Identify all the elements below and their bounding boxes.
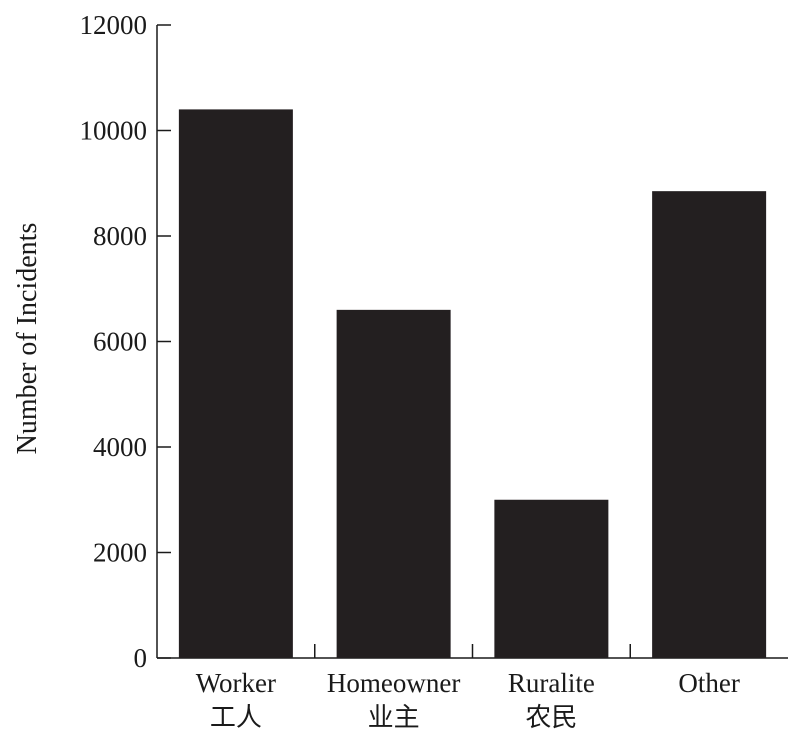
bar-other <box>652 191 767 658</box>
y-axis-title: Number of Incidents <box>12 223 43 455</box>
bar-ruralite <box>494 499 609 658</box>
y-tick-label: 8000 <box>93 221 147 251</box>
y-tick-label: 10000 <box>80 116 148 146</box>
x-tick-label: Worker <box>196 668 276 698</box>
x-tick-sublabel: 工人 <box>210 703 262 732</box>
bar-worker <box>178 109 293 658</box>
y-tick-label: 4000 <box>93 432 147 462</box>
bar-homeowner <box>336 309 451 658</box>
x-tick-sublabel: 业主 <box>368 703 420 732</box>
y-axis: 0 2000 4000 6000 8000 10000 12000 <box>80 10 171 673</box>
y-tick-label: 6000 <box>93 327 147 357</box>
bars <box>178 109 767 658</box>
y-tick-label: 2000 <box>93 538 147 568</box>
x-tick-sublabel: 农民 <box>525 703 577 732</box>
y-tick-label: 12000 <box>80 10 148 40</box>
category-labels: Worker 工人 Homeowner 业主 Ruralite 农民 Other <box>196 668 740 732</box>
x-tick-label: Ruralite <box>508 668 595 698</box>
x-tick-label: Other <box>678 668 739 698</box>
y-tick-label: 0 <box>134 643 148 673</box>
x-tick-label: Homeowner <box>327 668 460 698</box>
